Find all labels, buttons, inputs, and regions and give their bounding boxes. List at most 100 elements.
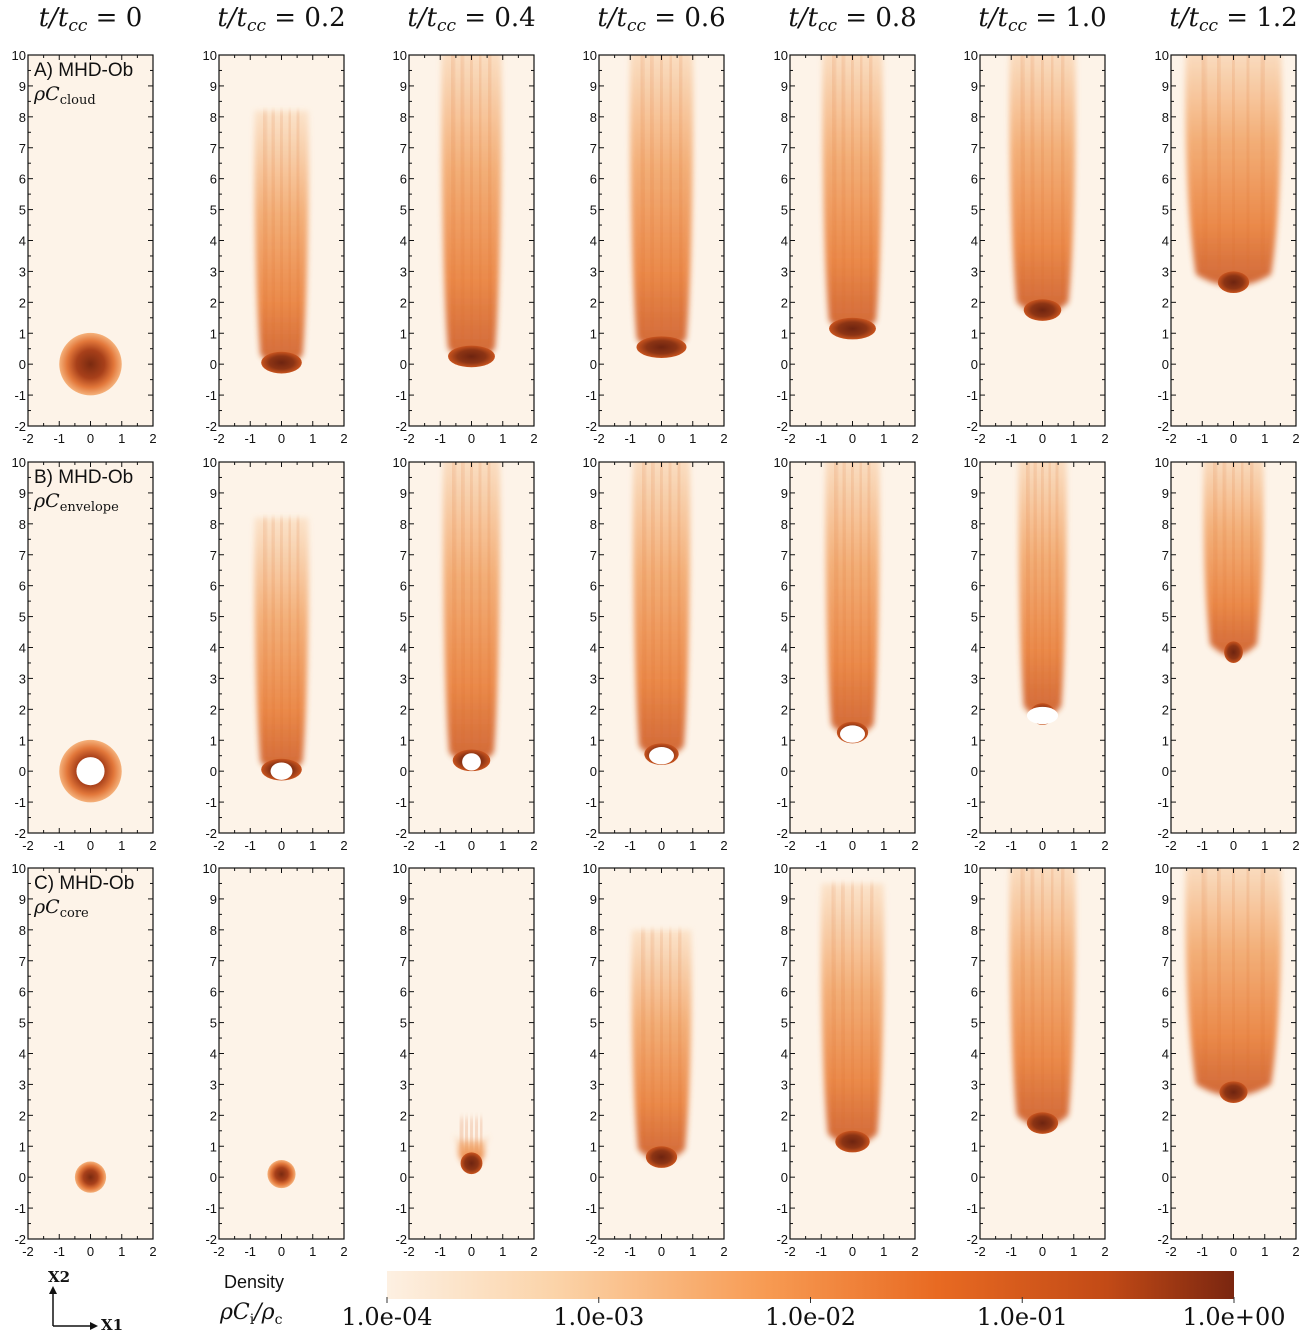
x-tick-label: 1 <box>689 431 696 446</box>
panel-r3-c3: -2 -1 0 1 2 3 4 5 6 7 8 9 10 -2 -1 0 1 2 <box>393 861 538 1259</box>
tail-filament <box>287 517 292 756</box>
tail-filament <box>478 55 483 343</box>
y-tick-label: 1 <box>971 1139 978 1154</box>
y-tick-label: 7 <box>210 548 217 563</box>
x-tick-label: 2 <box>1292 1244 1299 1259</box>
panel-content <box>1018 462 1067 725</box>
y-tick-label: -2 <box>205 419 217 434</box>
panel-r3-c6: -2 -1 0 1 2 3 4 5 6 7 8 9 10 -2 -1 0 1 2 <box>964 861 1109 1259</box>
column-title: t/tcc = 0.8 <box>788 3 917 36</box>
column-title: t/tcc = 1.2 <box>1169 3 1298 36</box>
panel-content <box>632 462 691 765</box>
x-tick-label: 2 <box>720 1244 727 1259</box>
y-tick-label: -1 <box>1157 1201 1169 1216</box>
y-tick-label: 2 <box>971 702 978 717</box>
y-tick-label: 2 <box>210 295 217 310</box>
y-tick-label: 3 <box>1162 264 1169 279</box>
tail-filament <box>866 462 871 719</box>
y-tick-label: -2 <box>395 1232 407 1247</box>
y-tick-label: 2 <box>210 1108 217 1123</box>
y-tick-label: -1 <box>585 388 597 403</box>
y-tick-label: -2 <box>966 419 978 434</box>
y-tick-label: 10 <box>393 861 407 876</box>
x-tick-label: -2 <box>213 1244 225 1259</box>
y-tick-label: 4 <box>971 641 978 656</box>
y-tick-label: 3 <box>1162 671 1169 686</box>
y-tick-label: 4 <box>210 234 217 249</box>
panel-r3-c2: -2 -1 0 1 2 3 4 5 6 7 8 9 10 -2 -1 0 1 2 <box>203 861 348 1259</box>
x-tick-label: 0 <box>87 838 94 853</box>
y-tick-label: 9 <box>1162 486 1169 501</box>
y-tick-label: 6 <box>971 172 978 187</box>
y-tick-label: 9 <box>781 892 788 907</box>
x-tick-label: -1 <box>815 431 827 446</box>
y-tick-label: 9 <box>1162 892 1169 907</box>
tail-filament <box>677 929 683 1144</box>
panel-content <box>254 110 309 374</box>
y-tick-label: 4 <box>19 1047 26 1062</box>
x2-arrowhead-icon <box>49 1286 57 1294</box>
panel-content <box>454 1116 489 1175</box>
x-tick-label: -2 <box>1165 1244 1177 1259</box>
y-tick-label: 1 <box>781 1139 788 1154</box>
tail-filament <box>859 55 864 315</box>
y-tick-label: 6 <box>781 985 788 1000</box>
y-tick-label: -2 <box>395 826 407 841</box>
y-tick-label: 5 <box>400 1016 407 1031</box>
y-tick-label: 7 <box>210 141 217 156</box>
y-tick-label: 6 <box>781 579 788 594</box>
y-tick-label: 7 <box>1162 141 1169 156</box>
y-tick-label: 5 <box>781 610 788 625</box>
y-tick-label: 6 <box>590 985 597 1000</box>
tail-filament <box>1032 462 1038 701</box>
y-tick-label: -1 <box>585 795 597 810</box>
y-tick-label: 2 <box>590 1108 597 1123</box>
y-tick-label: 4 <box>400 1047 407 1062</box>
y-tick-label: 3 <box>590 264 597 279</box>
y-tick-label: 10 <box>964 861 978 876</box>
y-tick-label: 10 <box>12 48 26 63</box>
panel-r1-c2: -2 -1 0 1 2 3 4 5 6 7 8 9 10 -2 -1 0 1 2 <box>203 48 348 446</box>
y-tick-label: -1 <box>776 1201 788 1216</box>
core-cavity <box>840 725 865 743</box>
cloud-head <box>460 1152 483 1175</box>
y-tick-label: 5 <box>971 203 978 218</box>
y-tick-label: 7 <box>971 141 978 156</box>
y-tick-label: 10 <box>393 455 407 470</box>
y-tick-label: 5 <box>590 203 597 218</box>
y-tick-label: 1 <box>971 326 978 341</box>
x-tick-label: 1 <box>1070 431 1077 446</box>
x-tick-label: -1 <box>1196 1244 1208 1259</box>
tail-filament <box>668 55 674 334</box>
orientation-arrows <box>49 1286 98 1330</box>
y-tick-label: -1 <box>395 795 407 810</box>
y-tick-label: 8 <box>781 923 788 938</box>
y-tick-label: 1 <box>19 1139 26 1154</box>
x-tick-label: -1 <box>244 431 256 446</box>
tail-filament <box>650 462 656 741</box>
x-tick-label: -1 <box>53 1244 65 1259</box>
x-tick-label: 2 <box>911 1244 918 1259</box>
cloud-head <box>1217 271 1250 294</box>
core-cavity <box>649 747 674 765</box>
x-tick-label: 2 <box>340 431 347 446</box>
y-tick-label: 10 <box>12 861 26 876</box>
tail-filament <box>1025 462 1031 701</box>
y-tick-label: 2 <box>19 295 26 310</box>
y-tick-label: 6 <box>400 579 407 594</box>
cloud-head <box>835 1130 870 1153</box>
y-tick-label: 7 <box>400 141 407 156</box>
tail-filament <box>1216 55 1222 269</box>
y-tick-label: -2 <box>395 419 407 434</box>
y-tick-label: 9 <box>210 892 217 907</box>
y-tick-label: 8 <box>590 110 597 125</box>
cloud-disk <box>74 1161 107 1193</box>
tail-filament <box>641 462 648 741</box>
colorbar <box>386 1271 1235 1303</box>
x-tick-label: 1 <box>499 431 506 446</box>
x-tick-label: -2 <box>403 431 415 446</box>
cloud-disk <box>59 332 122 396</box>
tail-filament <box>450 55 457 343</box>
x-tick-label: 0 <box>1230 1244 1237 1259</box>
x-tick-label: 2 <box>149 431 156 446</box>
